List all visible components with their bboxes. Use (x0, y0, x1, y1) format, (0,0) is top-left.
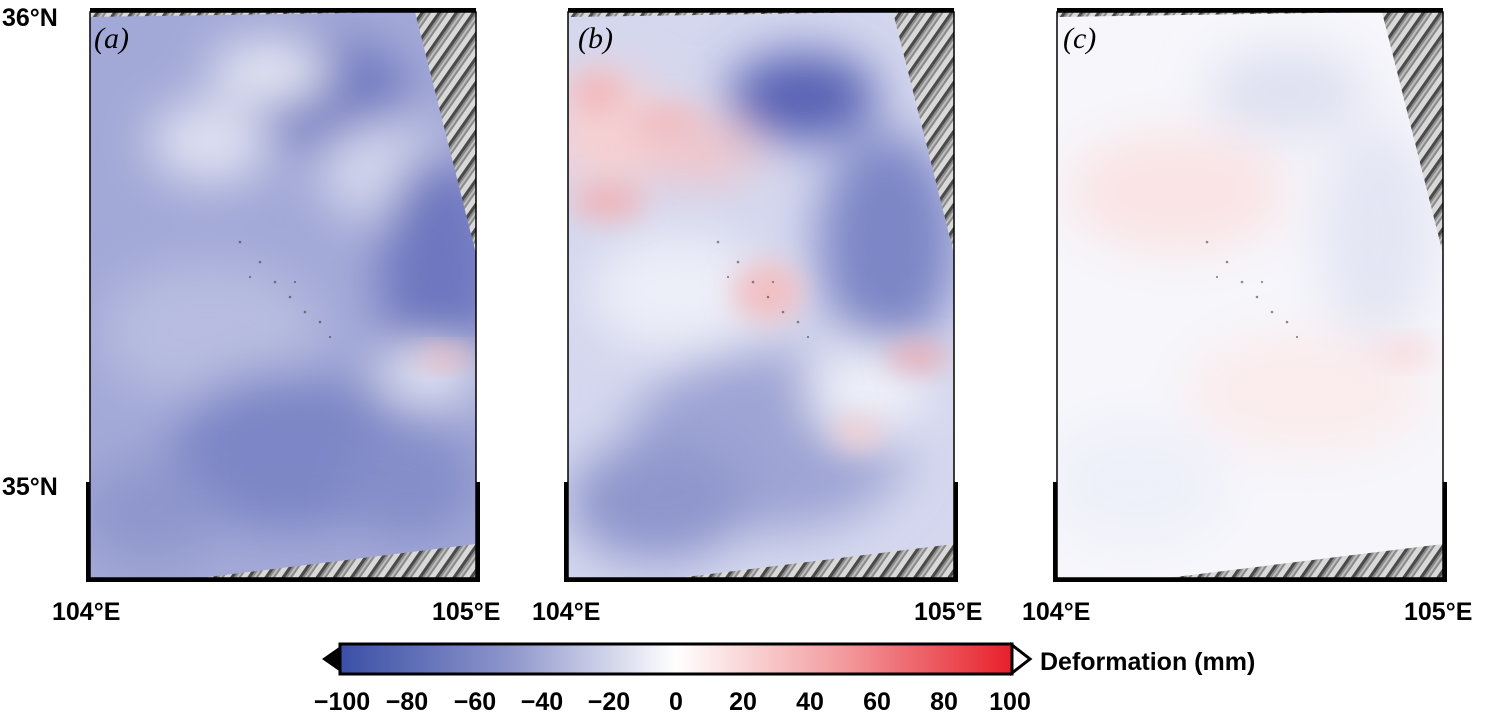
colorbar-gradient (338, 642, 1014, 676)
panel-c-deformation-field (1057, 12, 1443, 578)
lon-label-a-right: 105°E (432, 598, 500, 626)
panel-c-frame-right-bar (1443, 482, 1447, 582)
colorbar-ticks: −100 −80 −60 −40 −20 0 20 40 60 80 100 (314, 688, 1031, 716)
colorbar: Deformation (mm) −100 −80 −60 −40 −20 0 … (314, 641, 1255, 716)
colorbar-tick: −20 (588, 688, 630, 716)
panel-b-speckles (716, 240, 810, 339)
panel-c-letter: (c) (1063, 22, 1096, 55)
panel-b-letter: (b) (578, 22, 613, 55)
panel-b-frame-bottom-bar (568, 578, 954, 582)
panel-c: (c) (1053, 8, 1447, 582)
colorbar-tick: 60 (863, 688, 891, 716)
panel-b: (b) (564, 8, 958, 582)
colorbar-tick: −40 (521, 688, 563, 716)
lat-label-top: 36°N (2, 4, 58, 32)
colorbar-min-triangle (322, 645, 342, 673)
panel-b-frame-left-bar (564, 482, 568, 582)
panel-b-frame-top-bar (568, 8, 954, 12)
colorbar-tick: −60 (454, 688, 496, 716)
panel-a-frame-right-bar (476, 482, 480, 582)
lon-label-b-left: 104°E (532, 598, 600, 626)
panel-b-deformation-field (568, 12, 954, 578)
colorbar-tick: 100 (989, 688, 1031, 716)
panel-c-frame-bottom-bar (1057, 578, 1443, 582)
colorbar-tick: 0 (669, 688, 683, 716)
panel-a: (a) (86, 8, 480, 582)
lon-label-c-right: 105°E (1404, 598, 1472, 626)
lat-label-bottom: 35°N (2, 473, 58, 501)
colorbar-tick: 20 (729, 688, 757, 716)
panel-a-deformation-field (90, 12, 476, 578)
colorbar-max-triangle (1010, 641, 1033, 677)
colorbar-tick: 40 (796, 688, 824, 716)
lon-label-c-left: 104°E (1022, 598, 1090, 626)
panel-a-frame-top-bar (90, 8, 476, 12)
colorbar-tick: −80 (386, 688, 428, 716)
lon-label-b-right: 105°E (914, 598, 982, 626)
panel-a-frame-bottom-bar (90, 578, 476, 582)
panel-a-frame-left-bar (86, 482, 90, 582)
panel-c-frame-left-bar (1053, 482, 1057, 582)
panel-a-speckles (238, 240, 332, 339)
lon-label-a-left: 104°E (52, 598, 120, 626)
panel-a-letter: (a) (94, 22, 129, 55)
colorbar-title: Deformation (mm) (1040, 648, 1255, 676)
colorbar-tick: −100 (314, 688, 370, 716)
panel-c-speckles (1205, 240, 1299, 339)
panel-b-frame-right-bar (954, 482, 958, 582)
colorbar-tick: 80 (930, 688, 958, 716)
panel-c-frame-top-bar (1057, 8, 1443, 12)
